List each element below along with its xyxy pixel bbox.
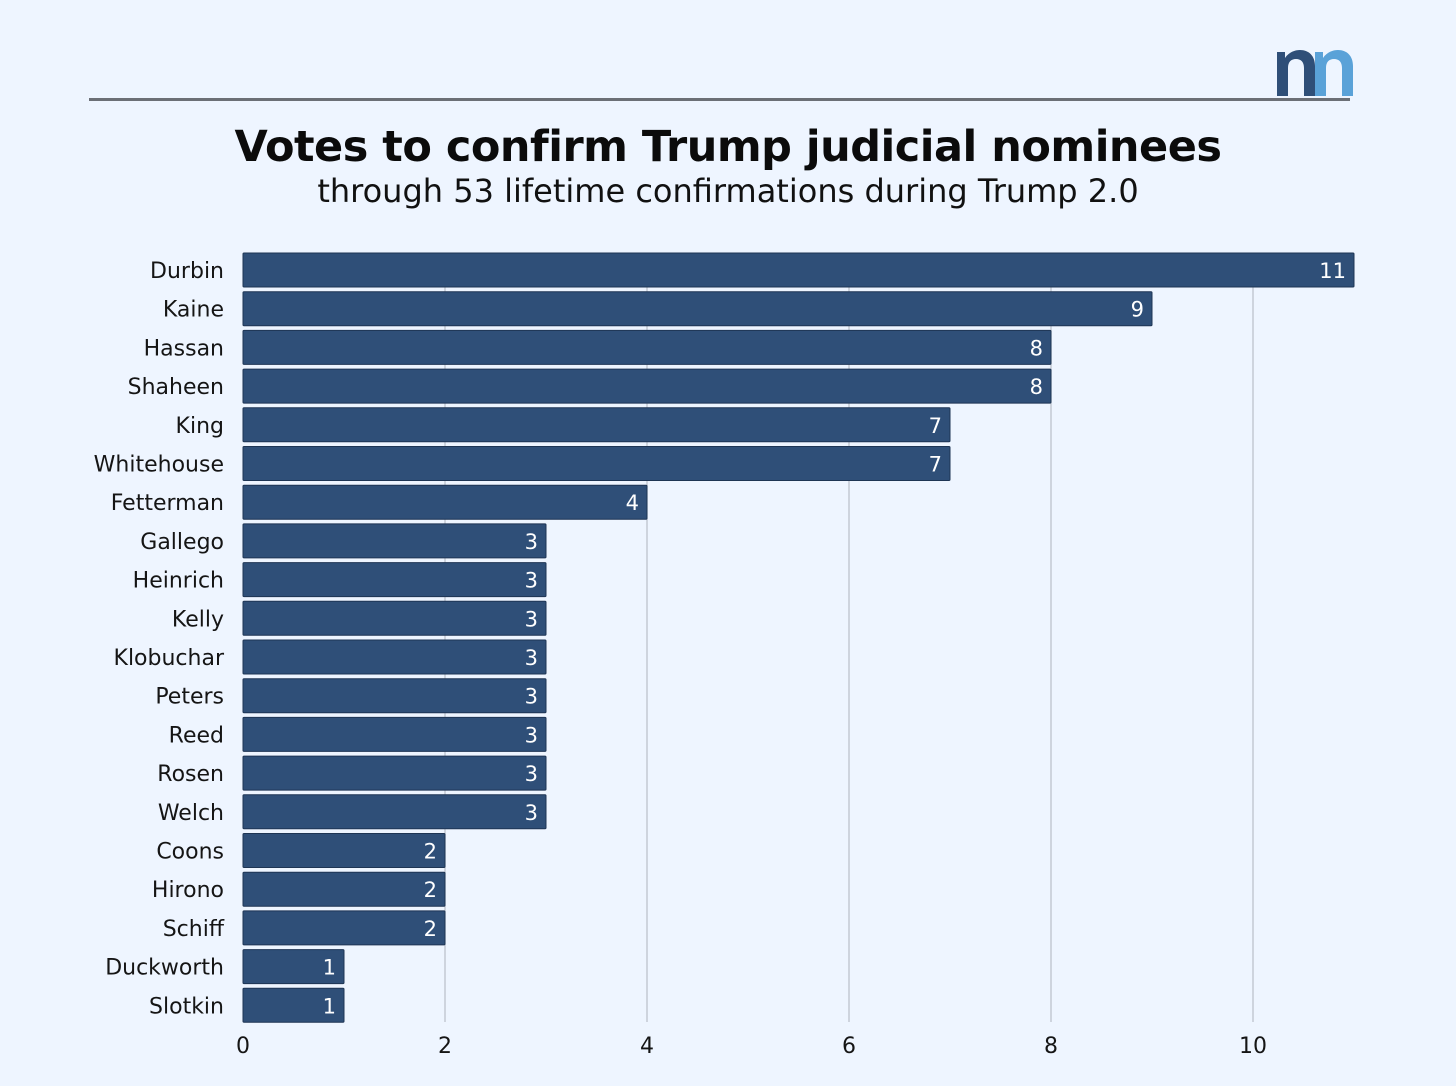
value-label: 7: [929, 414, 942, 438]
nn-logo-icon: [1277, 50, 1353, 96]
bar: [242, 639, 547, 675]
category-label: Duckworth: [105, 956, 224, 981]
bar: [242, 871, 446, 907]
category-label: Welch: [158, 801, 224, 826]
x-tick-label: 0: [236, 1034, 250, 1059]
category-label: Whitehouse: [94, 453, 224, 478]
header-divider: [89, 98, 1350, 101]
value-label: 3: [525, 607, 538, 631]
x-tick-label: 10: [1239, 1034, 1267, 1059]
category-label: Durbin: [150, 259, 224, 284]
x-tick-label: 6: [842, 1034, 856, 1059]
value-label: 2: [424, 917, 437, 941]
category-label: Coons: [156, 840, 224, 865]
value-label: 3: [525, 685, 538, 709]
value-label: 3: [525, 530, 538, 554]
bar: [242, 252, 1355, 288]
category-label: King: [176, 414, 224, 439]
category-label: Hirono: [152, 878, 224, 903]
bar: [242, 523, 547, 559]
category-label: Schiff: [163, 917, 225, 942]
category-label: Rosen: [157, 762, 224, 787]
bar: [242, 562, 547, 598]
value-label: 1: [323, 956, 336, 980]
category-label: Slotkin: [149, 994, 224, 1019]
category-label: Kelly: [172, 607, 224, 632]
value-label: 3: [525, 801, 538, 825]
value-label: 1: [323, 994, 336, 1018]
x-tick-label: 4: [640, 1034, 654, 1059]
bar: [242, 678, 547, 714]
bar: [242, 949, 345, 985]
x-tick-label: 8: [1044, 1034, 1058, 1059]
bar: [242, 446, 951, 481]
bar: [242, 910, 446, 946]
value-label: 8: [1030, 375, 1043, 399]
value-label: 7: [929, 453, 942, 477]
bar: [242, 407, 951, 443]
bar: [242, 987, 345, 1023]
value-label: 8: [1030, 336, 1043, 360]
category-label: Hassan: [144, 336, 224, 361]
category-label: Fetterman: [111, 491, 224, 516]
value-label: 3: [525, 569, 538, 593]
category-label: Kaine: [163, 298, 224, 323]
bar: [242, 484, 648, 520]
category-label: Reed: [169, 723, 224, 748]
value-label: 4: [626, 491, 639, 515]
chart-title: Votes to confirm Trump judicial nominees: [234, 122, 1222, 172]
bar: [242, 794, 547, 830]
value-label: 3: [525, 646, 538, 670]
category-label: Peters: [155, 685, 224, 710]
category-label: Shaheen: [128, 375, 224, 400]
value-label: 9: [1131, 298, 1144, 322]
bar: [242, 329, 1052, 365]
value-label: 2: [424, 878, 437, 902]
category-label: Klobuchar: [114, 646, 225, 671]
category-label: Heinrich: [133, 569, 224, 594]
value-label: 3: [525, 723, 538, 747]
bar: [242, 716, 547, 752]
bar: [242, 755, 547, 791]
category-label: Gallego: [140, 530, 224, 555]
bar: [242, 291, 1153, 327]
bar: [242, 833, 446, 868]
bar: [242, 600, 547, 636]
value-label: 3: [525, 762, 538, 786]
x-tick-label: 2: [438, 1034, 452, 1059]
bar: [242, 368, 1052, 404]
value-label: 2: [424, 840, 437, 864]
chart-subtitle: through 53 lifetime confirmations during…: [317, 172, 1139, 210]
value-label: 11: [1319, 259, 1346, 283]
